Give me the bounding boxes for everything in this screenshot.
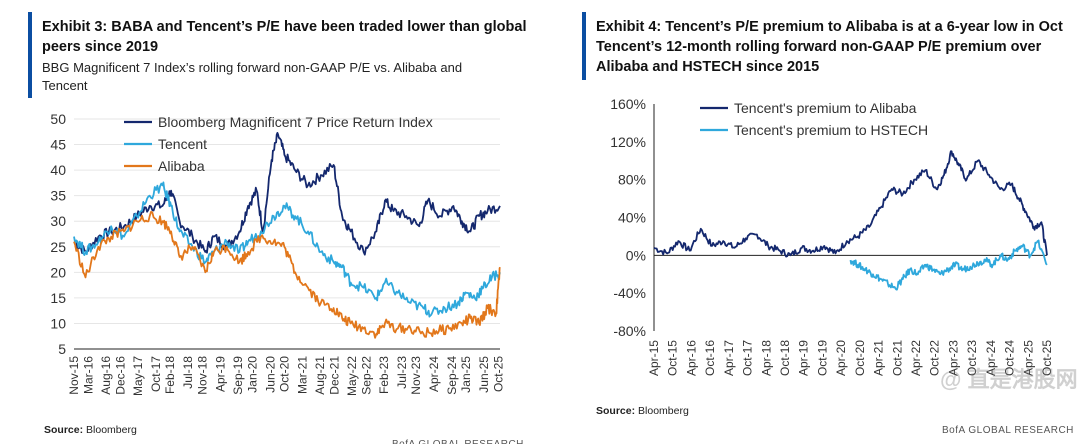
x-tick-label: Apr-19 (797, 340, 811, 376)
y-tick-label: 5 (58, 341, 66, 357)
series-line (73, 181, 501, 318)
x-tick-label: Oct-17 (741, 340, 755, 376)
x-tick-label: Jul-18 (181, 356, 195, 389)
x-tick-label: Nov-18 (195, 356, 209, 395)
y-tick-label: -80% (613, 323, 646, 339)
y-tick-label: 40 (50, 162, 66, 178)
left-exhibit: Exhibit 3: BABA and Tencent’s P/E have b… (28, 12, 527, 444)
right-title-line2: Tencent’s 12-month rolling forward non-G… (596, 39, 1042, 55)
x-tick-label: Oct-18 (778, 340, 792, 376)
x-tick-label: Apr-22 (909, 340, 923, 376)
x-tick-label: Feb-23 (377, 356, 391, 394)
series-line (653, 150, 1048, 258)
y-tick-label: -40% (613, 285, 646, 301)
x-tick-label: Apr-17 (722, 340, 736, 376)
x-tick-label: Oct-21 (890, 340, 904, 376)
x-tick-label: Oct-20 (277, 356, 291, 392)
y-tick-label: 15 (50, 290, 66, 306)
x-tick-label: Dec-21 (327, 356, 341, 395)
x-tick-label: Aug-16 (99, 356, 113, 395)
left-title-line1: Exhibit 3: BABA and Tencent’s P/E have b… (42, 19, 527, 35)
x-tick-label: Oct-16 (703, 340, 717, 376)
y-tick-label: 45 (50, 137, 66, 153)
x-tick-label: Oct-17 (149, 356, 163, 392)
x-tick-label: Jun-20 (263, 356, 277, 393)
x-tick-label: Apr-19 (213, 356, 227, 392)
y-tick-label: 10 (50, 315, 66, 331)
series-line (849, 239, 1048, 291)
legend-label: Alibaba (158, 158, 205, 174)
x-tick-label: Oct-15 (666, 340, 680, 376)
legend-label: Bloomberg Magnificent 7 Price Return Ind… (158, 114, 433, 130)
x-tick-label: Oct-23 (965, 340, 979, 376)
legend-label: Tencent (158, 136, 207, 152)
x-tick-label: Oct-20 (853, 340, 867, 376)
right-title-line3: Alibaba and HSTECH since 2015 (596, 59, 820, 75)
x-tick-label: May-22 (345, 356, 359, 396)
x-tick-label: Jan-20 (245, 356, 259, 393)
x-tick-label: Sep-19 (231, 356, 245, 395)
y-tick-label: 20 (50, 264, 66, 280)
x-tick-label: Apr-20 (834, 340, 848, 376)
x-tick-label: Apr-23 (946, 340, 960, 376)
left-accent-bar (28, 12, 32, 98)
x-tick-label: Sep-24 (445, 356, 459, 395)
x-tick-label: Sep-22 (360, 356, 374, 395)
x-tick-label: Mar-16 (82, 356, 96, 394)
x-tick-label: Nov-23 (409, 356, 423, 395)
right-exhibit: Exhibit 4: Tencent’s P/E premium to Alib… (540, 0, 1080, 444)
legend-label: Tencent's premium to HSTECH (734, 122, 928, 138)
left-footer-partial: BofA GLOBAL RESEARCH (392, 439, 524, 444)
x-tick-label: Jun-25 (477, 356, 491, 393)
x-tick-label: Oct-24 (1003, 340, 1017, 376)
right-source-value: Bloomberg (638, 405, 689, 417)
x-tick-label: Oct-25 (1040, 340, 1054, 376)
x-tick-label: Feb-18 (163, 356, 177, 394)
x-tick-label: Apr-18 (759, 340, 773, 376)
x-tick-label: Apr-15 (647, 340, 661, 376)
y-tick-label: 50 (50, 111, 66, 127)
watermark: @ 直是港股网 (940, 367, 1078, 392)
right-accent-bar (582, 12, 586, 80)
x-tick-label: Apr-16 (684, 340, 698, 376)
y-tick-label: 80% (618, 172, 646, 188)
x-tick-label: Oct-22 (928, 340, 942, 376)
y-tick-label: 160% (610, 96, 646, 112)
right-premium-chart: -80% -40% 0% 40% 80% 120% 160% Apr-15 Oct-15 Apr-… (610, 96, 1054, 376)
y-tick-label: 40% (618, 210, 646, 226)
y-tick-label: 30 (50, 213, 66, 229)
series-line (73, 211, 501, 339)
x-tick-label: Oct-19 (815, 340, 829, 376)
x-tick-label: Nov-15 (67, 356, 81, 395)
x-tick-label: May-17 (131, 356, 145, 396)
y-tick-label: 25 (50, 239, 66, 255)
right-source-label: Source: (596, 405, 636, 417)
x-tick-label: Apr-24 (984, 340, 998, 376)
left-source: Source: Bloomberg (44, 424, 137, 436)
left-subtitle-line1: BBG Magnificent 7 Index’s rolling forwar… (42, 60, 463, 75)
series-line (73, 132, 501, 256)
y-tick-label: 35 (50, 188, 66, 204)
right-footer: BofA GLOBAL RESEARCH (942, 425, 1074, 436)
x-tick-label: Apr-25 (1021, 340, 1035, 376)
y-tick-label: 0% (626, 247, 646, 263)
right-title-line1: Exhibit 4: Tencent’s P/E premium to Alib… (596, 19, 1063, 35)
x-tick-label: Jan-25 (459, 356, 473, 393)
left-title-line2: peers since 2019 (42, 39, 159, 55)
left-source-value: Bloomberg (86, 424, 137, 436)
legend-label: Tencent's premium to Alibaba (734, 100, 917, 116)
x-tick-label: Aug-21 (313, 356, 327, 395)
right-source: Source: Bloomberg (596, 405, 689, 417)
x-tick-label: Apr-21 (872, 340, 886, 376)
x-tick-label: Dec-16 (114, 356, 128, 395)
x-tick-label: Oct-25 (491, 356, 505, 392)
x-tick-label: Apr-24 (427, 356, 441, 392)
x-tick-label: Jul-23 (395, 356, 409, 389)
y-tick-label: 120% (610, 134, 646, 150)
x-tick-label: Mar-21 (295, 356, 309, 394)
left-subtitle-line2: Tencent (42, 78, 88, 93)
left-source-label: Source: (44, 424, 84, 436)
